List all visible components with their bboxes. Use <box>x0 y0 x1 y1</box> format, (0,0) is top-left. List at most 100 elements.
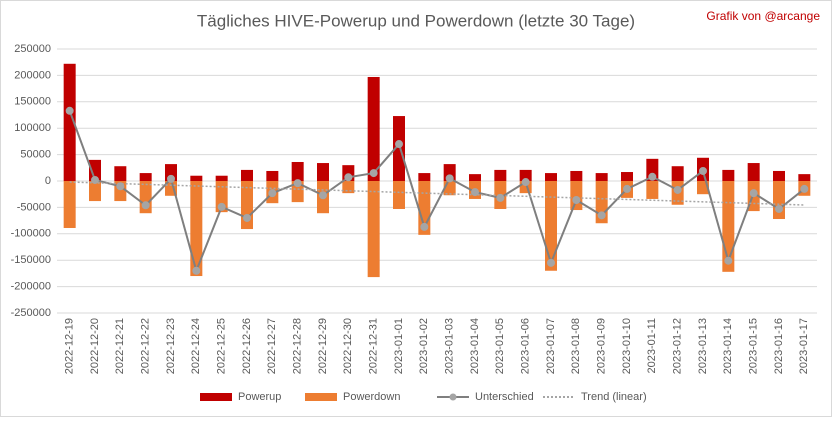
x-tick-label: 2022-12-22 <box>140 318 152 374</box>
bar <box>646 181 659 199</box>
marker <box>319 191 327 200</box>
bar <box>367 76 380 181</box>
x-tick-label: 2022-12-24 <box>190 318 202 374</box>
bar <box>798 174 811 181</box>
x-tick-label: 2023-01-03 <box>444 318 456 374</box>
y-tick-label: 150000 <box>14 96 51 108</box>
bar <box>291 181 304 203</box>
legend-label: Unterschied <box>475 391 534 403</box>
marker <box>167 174 175 183</box>
marker <box>369 169 378 178</box>
marker <box>445 174 454 183</box>
marker <box>699 166 707 175</box>
x-tick-label: 2022-12-29 <box>317 318 329 374</box>
y-tick-label: 50000 <box>20 149 51 161</box>
x-tick-label: 2023-01-11 <box>646 318 658 373</box>
marker <box>521 178 530 187</box>
x-tick-label: 2022-12-26 <box>241 318 253 374</box>
x-tick-label: 2022-12-19 <box>64 318 76 374</box>
legend-swatch <box>305 393 337 401</box>
y-tick-label: 200000 <box>14 69 51 81</box>
bar <box>773 170 785 181</box>
x-tick-label: 2023-01-09 <box>596 318 608 374</box>
legend-label: Powerup <box>238 391 281 403</box>
marker <box>800 184 809 193</box>
bar <box>570 170 583 181</box>
y-tick-label: -200000 <box>11 281 51 293</box>
marker <box>597 211 606 220</box>
bar <box>545 181 557 271</box>
bar <box>241 169 253 181</box>
y-tick-label: 250000 <box>14 43 51 55</box>
marker <box>293 179 302 188</box>
marker <box>724 256 733 265</box>
marker <box>623 184 631 193</box>
bar <box>291 161 304 181</box>
marker <box>217 202 226 211</box>
y-tick-label: 100000 <box>14 122 51 134</box>
marker <box>65 106 74 115</box>
line-series <box>69 181 805 206</box>
marker <box>420 222 429 231</box>
x-tick-label: 2023-01-14 <box>722 318 734 374</box>
x-tick-label: 2023-01-15 <box>748 318 760 374</box>
marker <box>648 172 657 181</box>
x-tick-label: 2022-12-25 <box>216 318 228 374</box>
x-tick-label: 2023-01-10 <box>621 318 633 374</box>
x-tick-label: 2023-01-17 <box>798 318 810 374</box>
bar <box>621 172 633 181</box>
x-tick-label: 2023-01-05 <box>494 318 506 374</box>
bar <box>595 173 608 181</box>
bar <box>190 175 203 181</box>
x-tick-label: 2023-01-07 <box>545 318 557 374</box>
marker <box>775 204 783 213</box>
x-tick-label: 2023-01-16 <box>773 318 785 374</box>
bar <box>63 181 76 228</box>
marker <box>192 266 201 275</box>
marker <box>471 188 479 197</box>
x-tick-label: 2022-12-31 <box>368 318 380 374</box>
chart-title: Tägliches HIVE-Powerup und Powerdown (le… <box>197 11 635 30</box>
bar <box>519 169 532 181</box>
bar <box>545 173 557 181</box>
marker <box>395 140 403 149</box>
x-tick-label: 2023-01-02 <box>418 318 430 374</box>
bar <box>190 181 203 277</box>
marker <box>673 185 682 194</box>
bar <box>215 175 228 181</box>
x-tick-label: 2022-12-23 <box>165 318 177 374</box>
legend-label: Powerdown <box>343 391 400 403</box>
marker <box>141 201 150 210</box>
y-tick-label: -250000 <box>11 307 51 319</box>
bar <box>722 169 735 181</box>
bar <box>773 181 785 220</box>
legend-label: Trend (linear) <box>581 391 647 403</box>
bar <box>114 166 127 181</box>
bar <box>342 181 355 194</box>
legend-marker <box>449 393 457 401</box>
x-tick-label: 2023-01-06 <box>520 318 532 374</box>
marker <box>268 189 277 198</box>
y-tick-label: -50000 <box>17 201 51 213</box>
marker <box>344 173 353 182</box>
bar <box>393 181 405 209</box>
bar <box>393 116 405 181</box>
y-tick-label: -150000 <box>11 254 51 266</box>
x-tick-label: 2022-12-20 <box>89 318 101 374</box>
bar <box>317 163 329 181</box>
y-tick-label: 0 <box>45 175 51 187</box>
bar <box>469 174 481 181</box>
x-tick-label: 2023-01-13 <box>697 318 709 374</box>
marker <box>243 213 251 222</box>
bar <box>89 159 101 181</box>
x-tick-label: 2022-12-27 <box>266 318 278 374</box>
line-series <box>68 110 805 274</box>
x-tick-label: 2023-01-04 <box>469 318 481 374</box>
bar <box>494 169 507 181</box>
x-tick-label: 2022-12-28 <box>292 318 304 374</box>
marker <box>116 182 125 191</box>
x-tick-label: 2022-12-21 <box>114 318 126 374</box>
x-tick-label: 2023-01-01 <box>393 318 405 374</box>
